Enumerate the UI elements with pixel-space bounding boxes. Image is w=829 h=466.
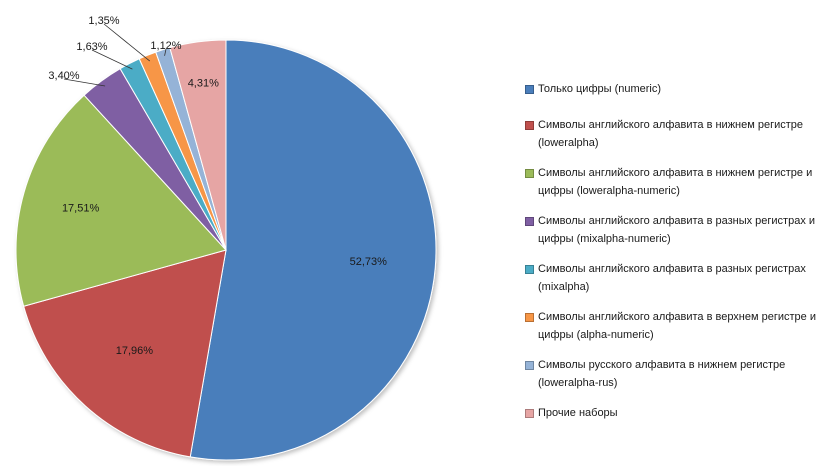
slice-data-label: 17,51%: [62, 202, 100, 214]
legend-swatch: [525, 409, 534, 418]
legend-swatch: [525, 121, 534, 130]
slice-data-label: 4,31%: [188, 77, 219, 89]
legend-item: Прочие наборы: [525, 404, 825, 422]
legend-swatch: [525, 217, 534, 226]
leader-line: [164, 48, 167, 56]
legend-label: Символы английского алфавита в разных ре…: [538, 215, 816, 245]
legend: Только цифры (numeric) Символы английског…: [525, 80, 825, 422]
legend-item: Символы английского алфавита в верхнем р…: [525, 308, 825, 344]
legend-item: Символы английского алфавита в нижнем ре…: [525, 116, 825, 152]
slice-data-label: 1,35%: [88, 15, 119, 27]
legend-item: Символы английского алфавита в нижнем ре…: [525, 164, 825, 200]
legend-swatch: [525, 313, 534, 322]
slice-data-label: 1,12%: [150, 40, 181, 52]
legend-label: Прочие наборы: [538, 407, 618, 419]
legend-item: Только цифры (numeric): [525, 80, 825, 98]
legend-item: Символы русского алфавита в нижнем регис…: [525, 356, 825, 392]
legend-swatch: [525, 265, 534, 274]
legend-label: Только цифры (numeric): [538, 83, 662, 95]
pie-slice: [15, 94, 227, 307]
leader-line: [91, 49, 133, 70]
legend-item: Символы английского алфавита в разных ре…: [525, 212, 825, 248]
legend-item: Символы английского алфавита в разных ре…: [525, 260, 825, 296]
leader-line: [103, 23, 151, 62]
legend-label: Символы английского алфавита в разных ре…: [538, 263, 806, 293]
slice-labels: 52,73% 17,96% 17,51% 3,40% 1,63% 1,35% 1,12% 4,…: [48, 15, 387, 357]
legend-swatch: [525, 169, 534, 178]
pie-slice: [189, 39, 437, 461]
legend-label: Символы английского алфавита в нижнем ре…: [538, 167, 813, 197]
slice-data-label: 3,40%: [48, 70, 79, 82]
slice-data-label: 52,73%: [350, 256, 388, 268]
legend-label: Символы русского алфавита в нижнем регис…: [538, 359, 786, 389]
legend-label: Символы английского алфавита в верхнем р…: [538, 311, 816, 341]
leader-lines: [63, 23, 167, 87]
slice-data-label: 1,63%: [76, 41, 107, 53]
pie-slices: [15, 39, 437, 461]
pie-slice: [23, 249, 227, 458]
legend-label: Символы английского алфавита в нижнем ре…: [538, 119, 804, 149]
leader-line: [63, 78, 106, 87]
legend-swatch: [525, 85, 534, 94]
pie-slice: [169, 39, 227, 251]
legend-swatch: [525, 361, 534, 370]
slice-data-label: 17,96%: [116, 345, 154, 357]
